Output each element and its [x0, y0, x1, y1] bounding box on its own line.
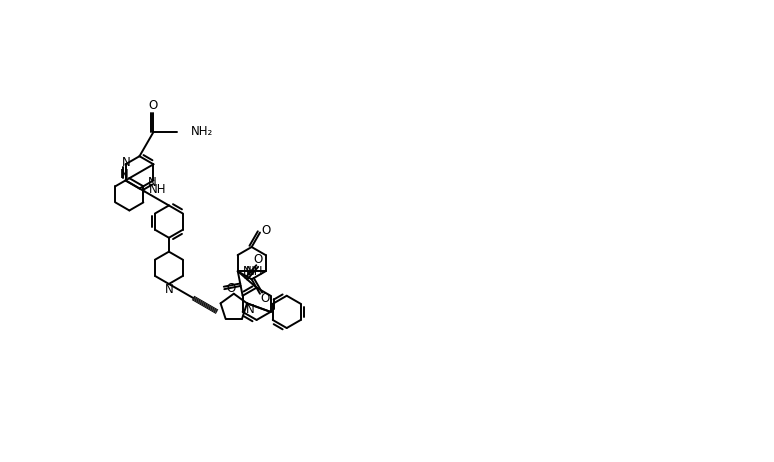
Text: N: N: [165, 283, 173, 297]
Text: O: O: [260, 292, 269, 305]
Text: NH₂: NH₂: [191, 125, 213, 138]
Text: N: N: [120, 168, 128, 181]
Text: N: N: [245, 303, 255, 316]
Text: O: O: [262, 224, 271, 237]
Text: N: N: [148, 176, 157, 189]
Text: O: O: [226, 282, 235, 295]
Text: O: O: [254, 254, 263, 267]
Text: N: N: [243, 265, 252, 278]
Text: NH: NH: [149, 183, 166, 196]
Text: NH: NH: [245, 265, 263, 278]
Text: N: N: [122, 156, 131, 169]
Text: O: O: [149, 99, 158, 112]
